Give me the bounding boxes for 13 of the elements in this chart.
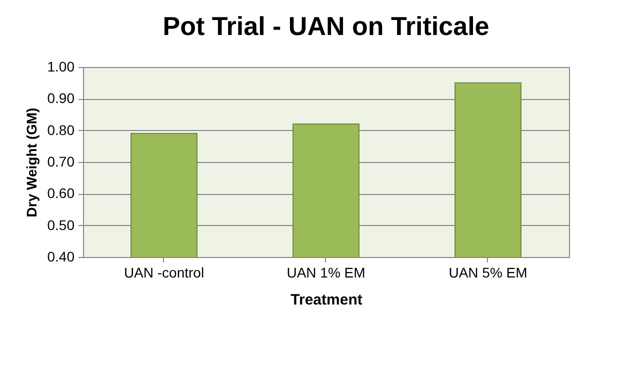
x-axis-title: Treatment (290, 292, 362, 308)
y-axis-title: Dry Weight (GM) (23, 108, 40, 218)
x-tick-label: UAN 1% EM (286, 264, 366, 280)
y-tick-label: 1.00 (47, 58, 75, 74)
x-tick-label: UAN 5% EM (448, 264, 528, 280)
y-tick-label: 0.80 (47, 122, 75, 138)
y-tick-label: 0.60 (47, 185, 75, 202)
y-tick-label: 0.50 (47, 216, 75, 233)
y-tick-label: 0.40 (47, 248, 75, 264)
y-tick-label: 0.90 (47, 90, 75, 106)
chart-title: Pot Trial - UAN on Triticale (162, 11, 490, 41)
y-tick-label: 0.70 (47, 154, 75, 170)
x-tick-label: UAN -control (124, 264, 204, 280)
